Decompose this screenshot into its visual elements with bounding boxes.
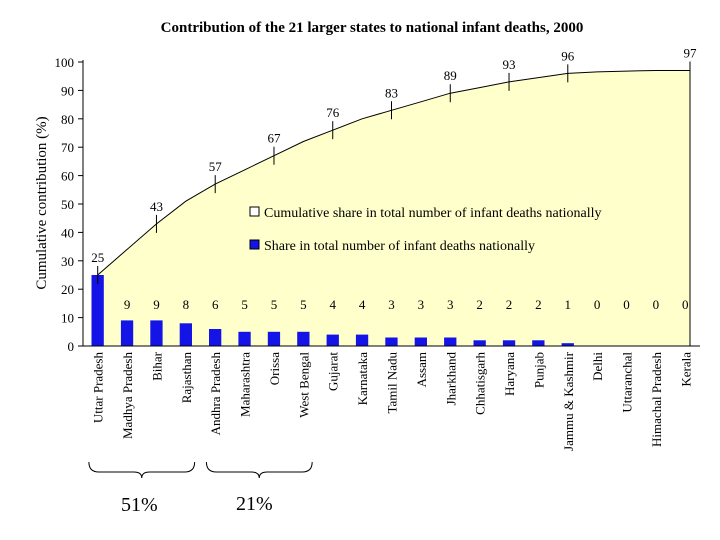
x-tick-label: Delhi: [590, 352, 605, 381]
x-tick-label: Maharashtra: [238, 352, 253, 417]
bar-value-label: 0: [682, 297, 689, 312]
y-tick-label: 50: [61, 197, 74, 212]
bar: [297, 331, 310, 346]
y-tick-label: 60: [61, 169, 74, 184]
group-label-21: 21%: [236, 493, 273, 515]
bar: [473, 340, 486, 346]
y-tick-label: 30: [61, 254, 74, 269]
x-tick-label: Madhya Pradesh: [120, 352, 135, 440]
y-tick-label: 40: [61, 225, 74, 240]
bar-value-label: 0: [653, 297, 660, 312]
x-tick-label: Karnataka: [355, 352, 370, 406]
bar-value-label: 3: [447, 297, 454, 312]
bar-value-label: 4: [329, 297, 336, 312]
x-tick-label: Andhra Pradesh: [208, 352, 223, 436]
x-tick-label: Tamil Nadu: [385, 352, 400, 414]
group-brace: [88, 461, 196, 479]
x-tick-label: Uttaranchal: [620, 352, 635, 413]
legend-swatch-share: [249, 239, 260, 250]
x-tick-label: Bihar: [150, 351, 165, 381]
chart-title: Contribution of the 21 larger states to …: [161, 20, 584, 36]
x-tick-label: Gujarat: [326, 352, 341, 391]
bar: [444, 337, 457, 346]
cumulative-label: 93: [503, 57, 516, 72]
bar-value-label: 0: [623, 297, 630, 312]
y-tick-label: 80: [61, 112, 74, 127]
bar: [209, 329, 222, 346]
bar: [561, 343, 574, 346]
cumulative-label: 43: [150, 199, 163, 214]
bar-value-label: 4: [359, 297, 366, 312]
group-braces: [88, 461, 313, 479]
bar: [414, 337, 427, 346]
y-axis-label: Cumulative contribution (%): [34, 116, 50, 289]
cumulative-label: 25: [91, 250, 104, 265]
bar-value-label: 3: [388, 297, 395, 312]
x-tick-label: Chhatisgarh: [473, 352, 488, 415]
bar: [355, 334, 369, 346]
bar-value-label: 5: [241, 297, 248, 312]
bar-value-label: 9: [153, 297, 160, 312]
bar-value-label: 3: [418, 297, 425, 312]
bar: [326, 334, 339, 346]
bar-value-label: 2: [506, 297, 513, 312]
bar-value-label: 6: [212, 297, 219, 312]
x-tick-label: Assam: [414, 352, 429, 387]
bar: [238, 331, 251, 346]
x-tick-label: Rajasthan: [179, 352, 194, 404]
bar-layer: [91, 275, 574, 346]
cumulative-label: 76: [326, 105, 340, 120]
cumulative-label: 97: [684, 46, 698, 61]
group-brace: [205, 461, 313, 479]
y-tick-label: 10: [61, 311, 74, 326]
x-tick-label: West Bengal: [296, 352, 311, 418]
cumulative-area: [93, 70, 690, 346]
bar-value-label: 8: [183, 297, 190, 312]
bar-value-label: 2: [535, 297, 542, 312]
bar-value-label: 5: [271, 297, 278, 312]
bar-value-label: 2: [476, 297, 483, 312]
legend-label-share: Share in total number of infant deaths n…: [264, 239, 535, 254]
x-tick-label: Jharkhand: [443, 352, 458, 406]
bar: [532, 340, 545, 346]
y-tick-label: 0: [68, 339, 75, 354]
x-tick-label: Kerala: [678, 352, 693, 387]
x-tick-label: Uttar Pradesh: [91, 352, 106, 424]
bar-value-label: 9: [124, 297, 131, 312]
cumulative-label: 83: [385, 85, 398, 100]
bar: [385, 337, 398, 346]
bar: [502, 340, 516, 346]
y-tick-label: 90: [61, 83, 74, 98]
cumulative-label: 57: [209, 159, 223, 174]
legend: Cumulative share in total number of infa…: [249, 206, 601, 254]
bar: [150, 320, 163, 346]
x-tick-label: Haryana: [502, 352, 517, 396]
x-tick-label: Himachal Pradesh: [649, 352, 664, 447]
bar: [267, 331, 281, 346]
x-tick-label: Punjab: [531, 352, 546, 388]
y-tick-label: 70: [61, 140, 74, 155]
bar-value-label: 5: [300, 297, 307, 312]
legend-label-cumulative: Cumulative share in total number of infa…: [264, 206, 601, 221]
x-tick-label: Jammu & Kashmir: [561, 351, 576, 451]
cumulative-label: 89: [444, 68, 457, 83]
x-tick-label: Orissa: [267, 352, 282, 385]
legend-swatch-cumulative: [249, 206, 260, 217]
bar: [179, 323, 192, 346]
cumulative-label: 67: [267, 131, 281, 146]
bar: [120, 320, 134, 346]
bar-value-label: 1: [565, 297, 572, 312]
bar: [91, 275, 104, 346]
y-tick-label: 20: [61, 282, 74, 297]
bar-value-label: 0: [594, 297, 601, 312]
group-label-51: 51%: [121, 494, 158, 516]
cumulative-label: 96: [561, 48, 575, 63]
y-tick-label: 100: [55, 55, 75, 70]
